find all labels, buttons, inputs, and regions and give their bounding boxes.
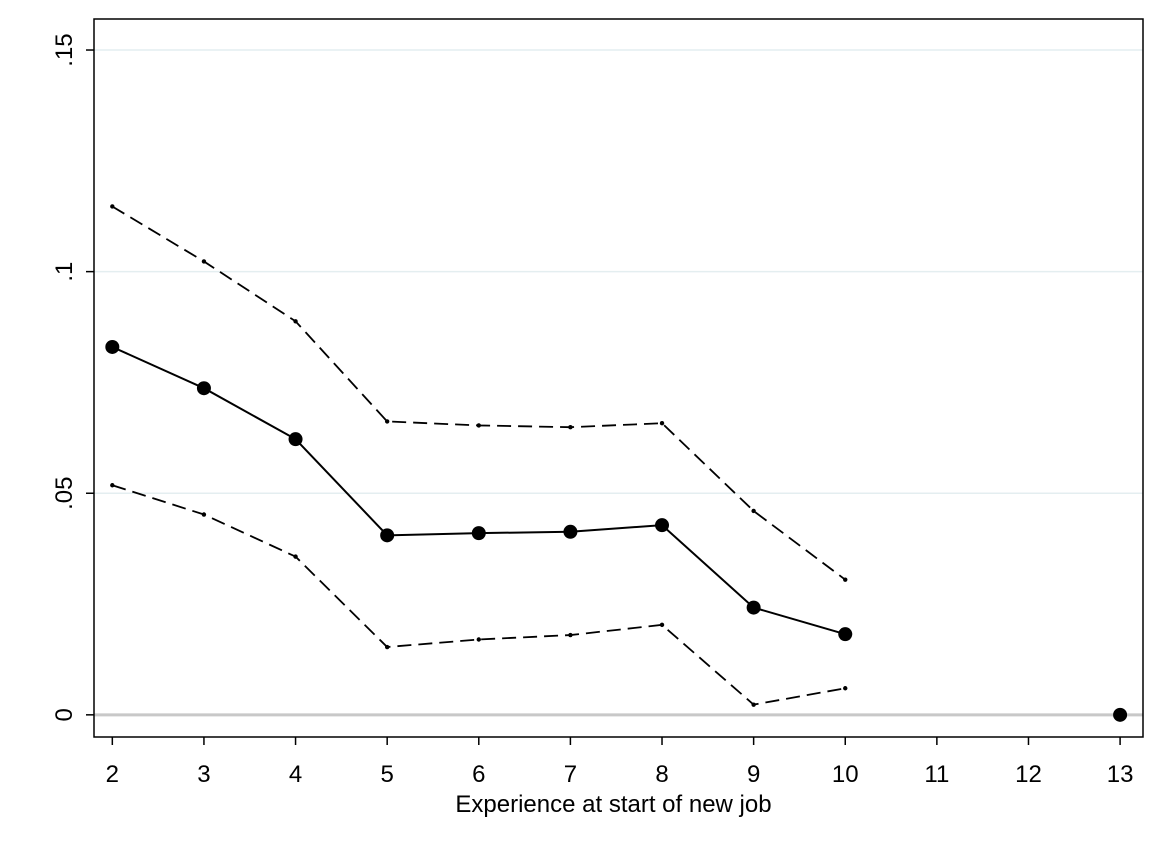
x-axis: 2 3 4 5 6 7 8 9 10 11 12 13 bbox=[106, 737, 1134, 788]
ci-point bbox=[201, 512, 207, 517]
estimate-point bbox=[655, 518, 670, 533]
estimate-point bbox=[746, 600, 761, 615]
ci-point bbox=[384, 419, 390, 424]
x-tick-label: 3 bbox=[197, 761, 210, 788]
ci-point bbox=[843, 686, 848, 691]
ci-point bbox=[751, 508, 756, 514]
y-tick-label: .1 bbox=[51, 262, 78, 282]
x-axis-title: Experience at start of new job bbox=[455, 791, 771, 818]
series-lower-ci bbox=[110, 483, 848, 707]
y-axis: 0 .05 .1 .15 bbox=[51, 33, 94, 722]
series-upper-ci bbox=[110, 204, 848, 582]
x-tick-label: 11 bbox=[924, 761, 949, 788]
ci-point bbox=[201, 259, 207, 264]
ci-point bbox=[751, 702, 756, 707]
series-lower-ci-line bbox=[112, 484, 846, 706]
x-tick-label: 7 bbox=[564, 761, 577, 788]
ci-point bbox=[659, 421, 665, 426]
ci-point bbox=[110, 204, 115, 209]
ci-point bbox=[476, 637, 481, 642]
estimate-point bbox=[563, 524, 578, 539]
x-tick-label: 10 bbox=[832, 761, 859, 788]
x-tick-label: 6 bbox=[472, 761, 485, 788]
x-tick-label: 12 bbox=[1015, 761, 1042, 788]
ci-point bbox=[568, 424, 573, 430]
x-tick-label: 4 bbox=[289, 761, 302, 788]
ci-point bbox=[843, 577, 848, 582]
x-tick-label: 9 bbox=[747, 761, 760, 788]
x-tick-label: 13 bbox=[1107, 761, 1134, 788]
y-tick-label: .05 bbox=[51, 477, 78, 510]
estimate-point bbox=[380, 528, 395, 543]
ci-point bbox=[384, 644, 390, 650]
x-tick-label: 8 bbox=[655, 761, 668, 788]
estimate-point bbox=[1113, 707, 1128, 722]
plot-series bbox=[105, 204, 1128, 722]
ci-point bbox=[110, 483, 115, 488]
ci-point bbox=[568, 632, 573, 638]
ci-point bbox=[476, 423, 481, 428]
estimate-point bbox=[838, 627, 853, 642]
ci-point bbox=[659, 622, 665, 628]
x-tick-label: 2 bbox=[106, 761, 119, 788]
plot-frame bbox=[93, 18, 1144, 738]
x-tick-label: 5 bbox=[380, 761, 393, 788]
y-tick-label: .15 bbox=[51, 33, 78, 66]
ci-point bbox=[293, 319, 298, 324]
estimate-point bbox=[105, 339, 120, 354]
y-tick-label: 0 bbox=[51, 708, 78, 721]
ci-point bbox=[293, 554, 298, 559]
grid-lines bbox=[94, 49, 1143, 717]
estimate-point bbox=[288, 432, 303, 447]
series-estimate bbox=[105, 339, 1128, 722]
estimate-point bbox=[196, 381, 211, 396]
estimate-point bbox=[471, 526, 486, 541]
